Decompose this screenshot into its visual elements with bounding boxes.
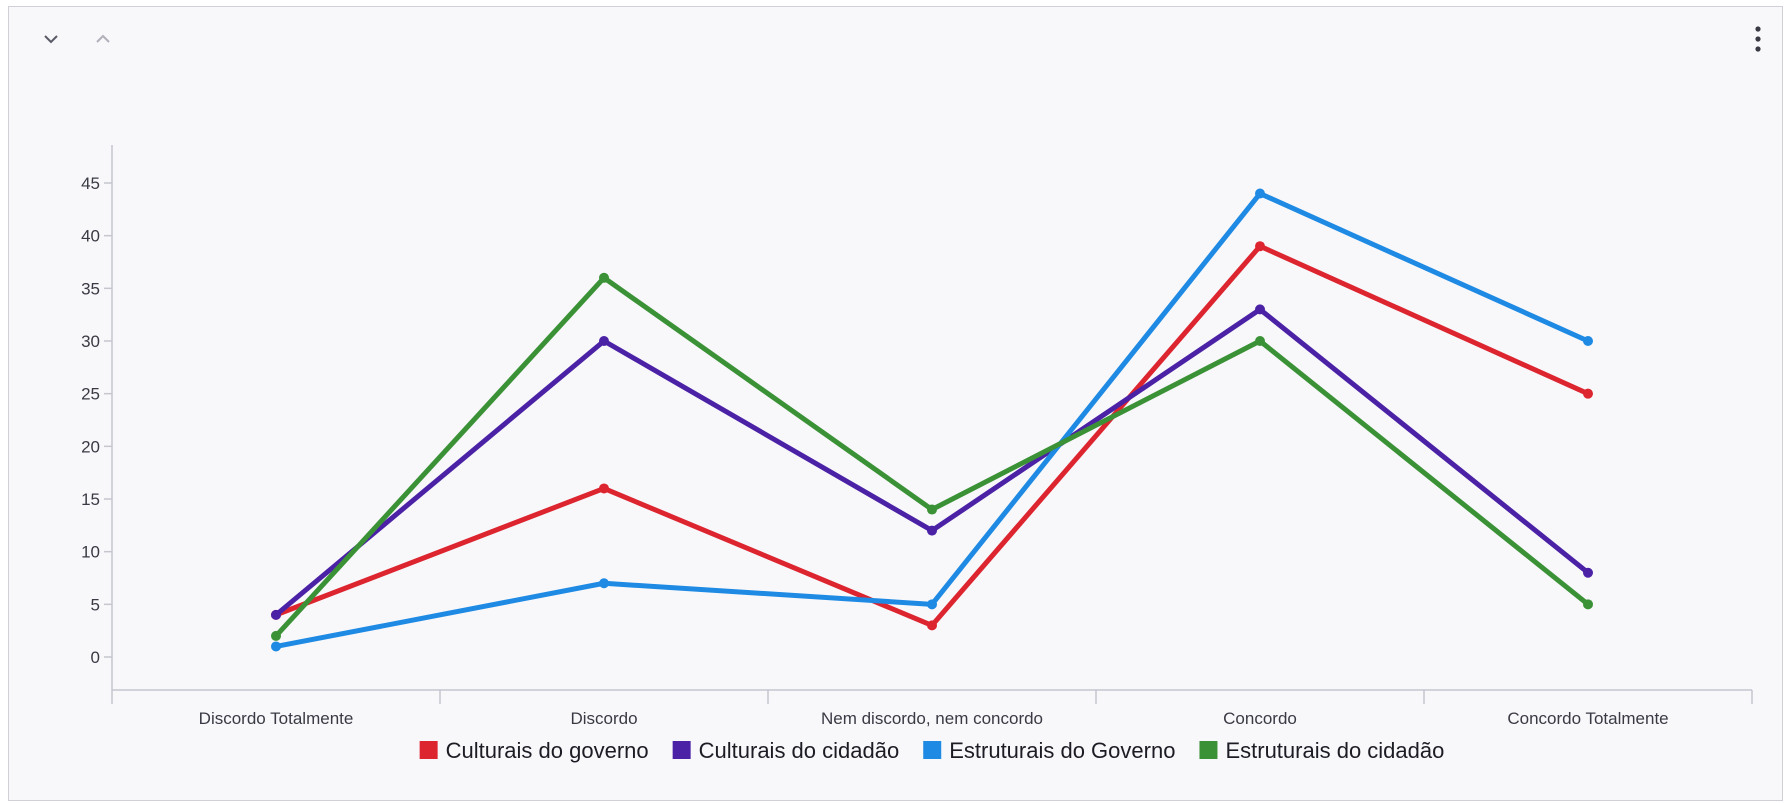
y-tick-label: 10 — [81, 543, 100, 562]
series-point — [271, 641, 281, 652]
series-point — [927, 620, 937, 631]
chart-panel — [8, 6, 1783, 801]
series-point — [599, 336, 609, 346]
y-tick-label: 30 — [81, 332, 100, 351]
x-tick-label: Discordo Totalmente — [199, 709, 354, 728]
y-tick-label: 40 — [81, 227, 100, 246]
legend-swatch — [672, 741, 691, 759]
series-point — [271, 609, 281, 620]
series-line-1 — [273, 306, 1591, 618]
x-tick-label: Discordo — [570, 709, 637, 728]
series-point — [599, 578, 609, 589]
series-point — [1255, 304, 1265, 315]
series-point — [1583, 388, 1593, 399]
y-tick-label: 25 — [81, 385, 100, 404]
series-point — [1255, 241, 1265, 252]
series-point — [927, 599, 937, 610]
series-point — [599, 483, 609, 494]
series-point — [1583, 336, 1593, 346]
y-tick-label: 5 — [91, 595, 100, 614]
series-line-3 — [273, 275, 1591, 639]
series-point — [927, 525, 937, 536]
series-point — [1255, 336, 1265, 346]
legend-swatch — [923, 741, 942, 759]
chevron-down-icon[interactable] — [37, 25, 65, 53]
y-tick-label: 20 — [81, 437, 100, 456]
legend-swatch — [1199, 741, 1218, 759]
legend-label: Estruturais do cidadão — [1225, 738, 1444, 763]
more-vertical-icon[interactable] — [1744, 25, 1772, 53]
y-tick-label: 0 — [91, 648, 100, 667]
series-line-0 — [273, 243, 1591, 628]
series-point — [271, 630, 281, 641]
series-point — [599, 272, 609, 283]
series-point — [1583, 567, 1593, 578]
series-point — [1583, 599, 1593, 610]
legend-label: Estruturais do Governo — [949, 738, 1175, 763]
y-tick-label: 35 — [81, 279, 100, 298]
series-point — [927, 504, 937, 515]
chevron-up-icon[interactable] — [89, 25, 117, 53]
legend-label: Culturais do governo — [446, 738, 649, 763]
series-point — [1255, 188, 1265, 199]
x-tick-label: Concordo — [1223, 709, 1297, 728]
x-tick-label: Concordo Totalmente — [1507, 709, 1668, 728]
x-tick-label: Nem discordo, nem concordo — [821, 709, 1043, 728]
y-tick-label: 15 — [81, 490, 100, 509]
y-tick-label: 45 — [81, 174, 100, 193]
legend-label: Culturais do cidadão — [699, 738, 900, 763]
legend-swatch — [419, 741, 438, 759]
